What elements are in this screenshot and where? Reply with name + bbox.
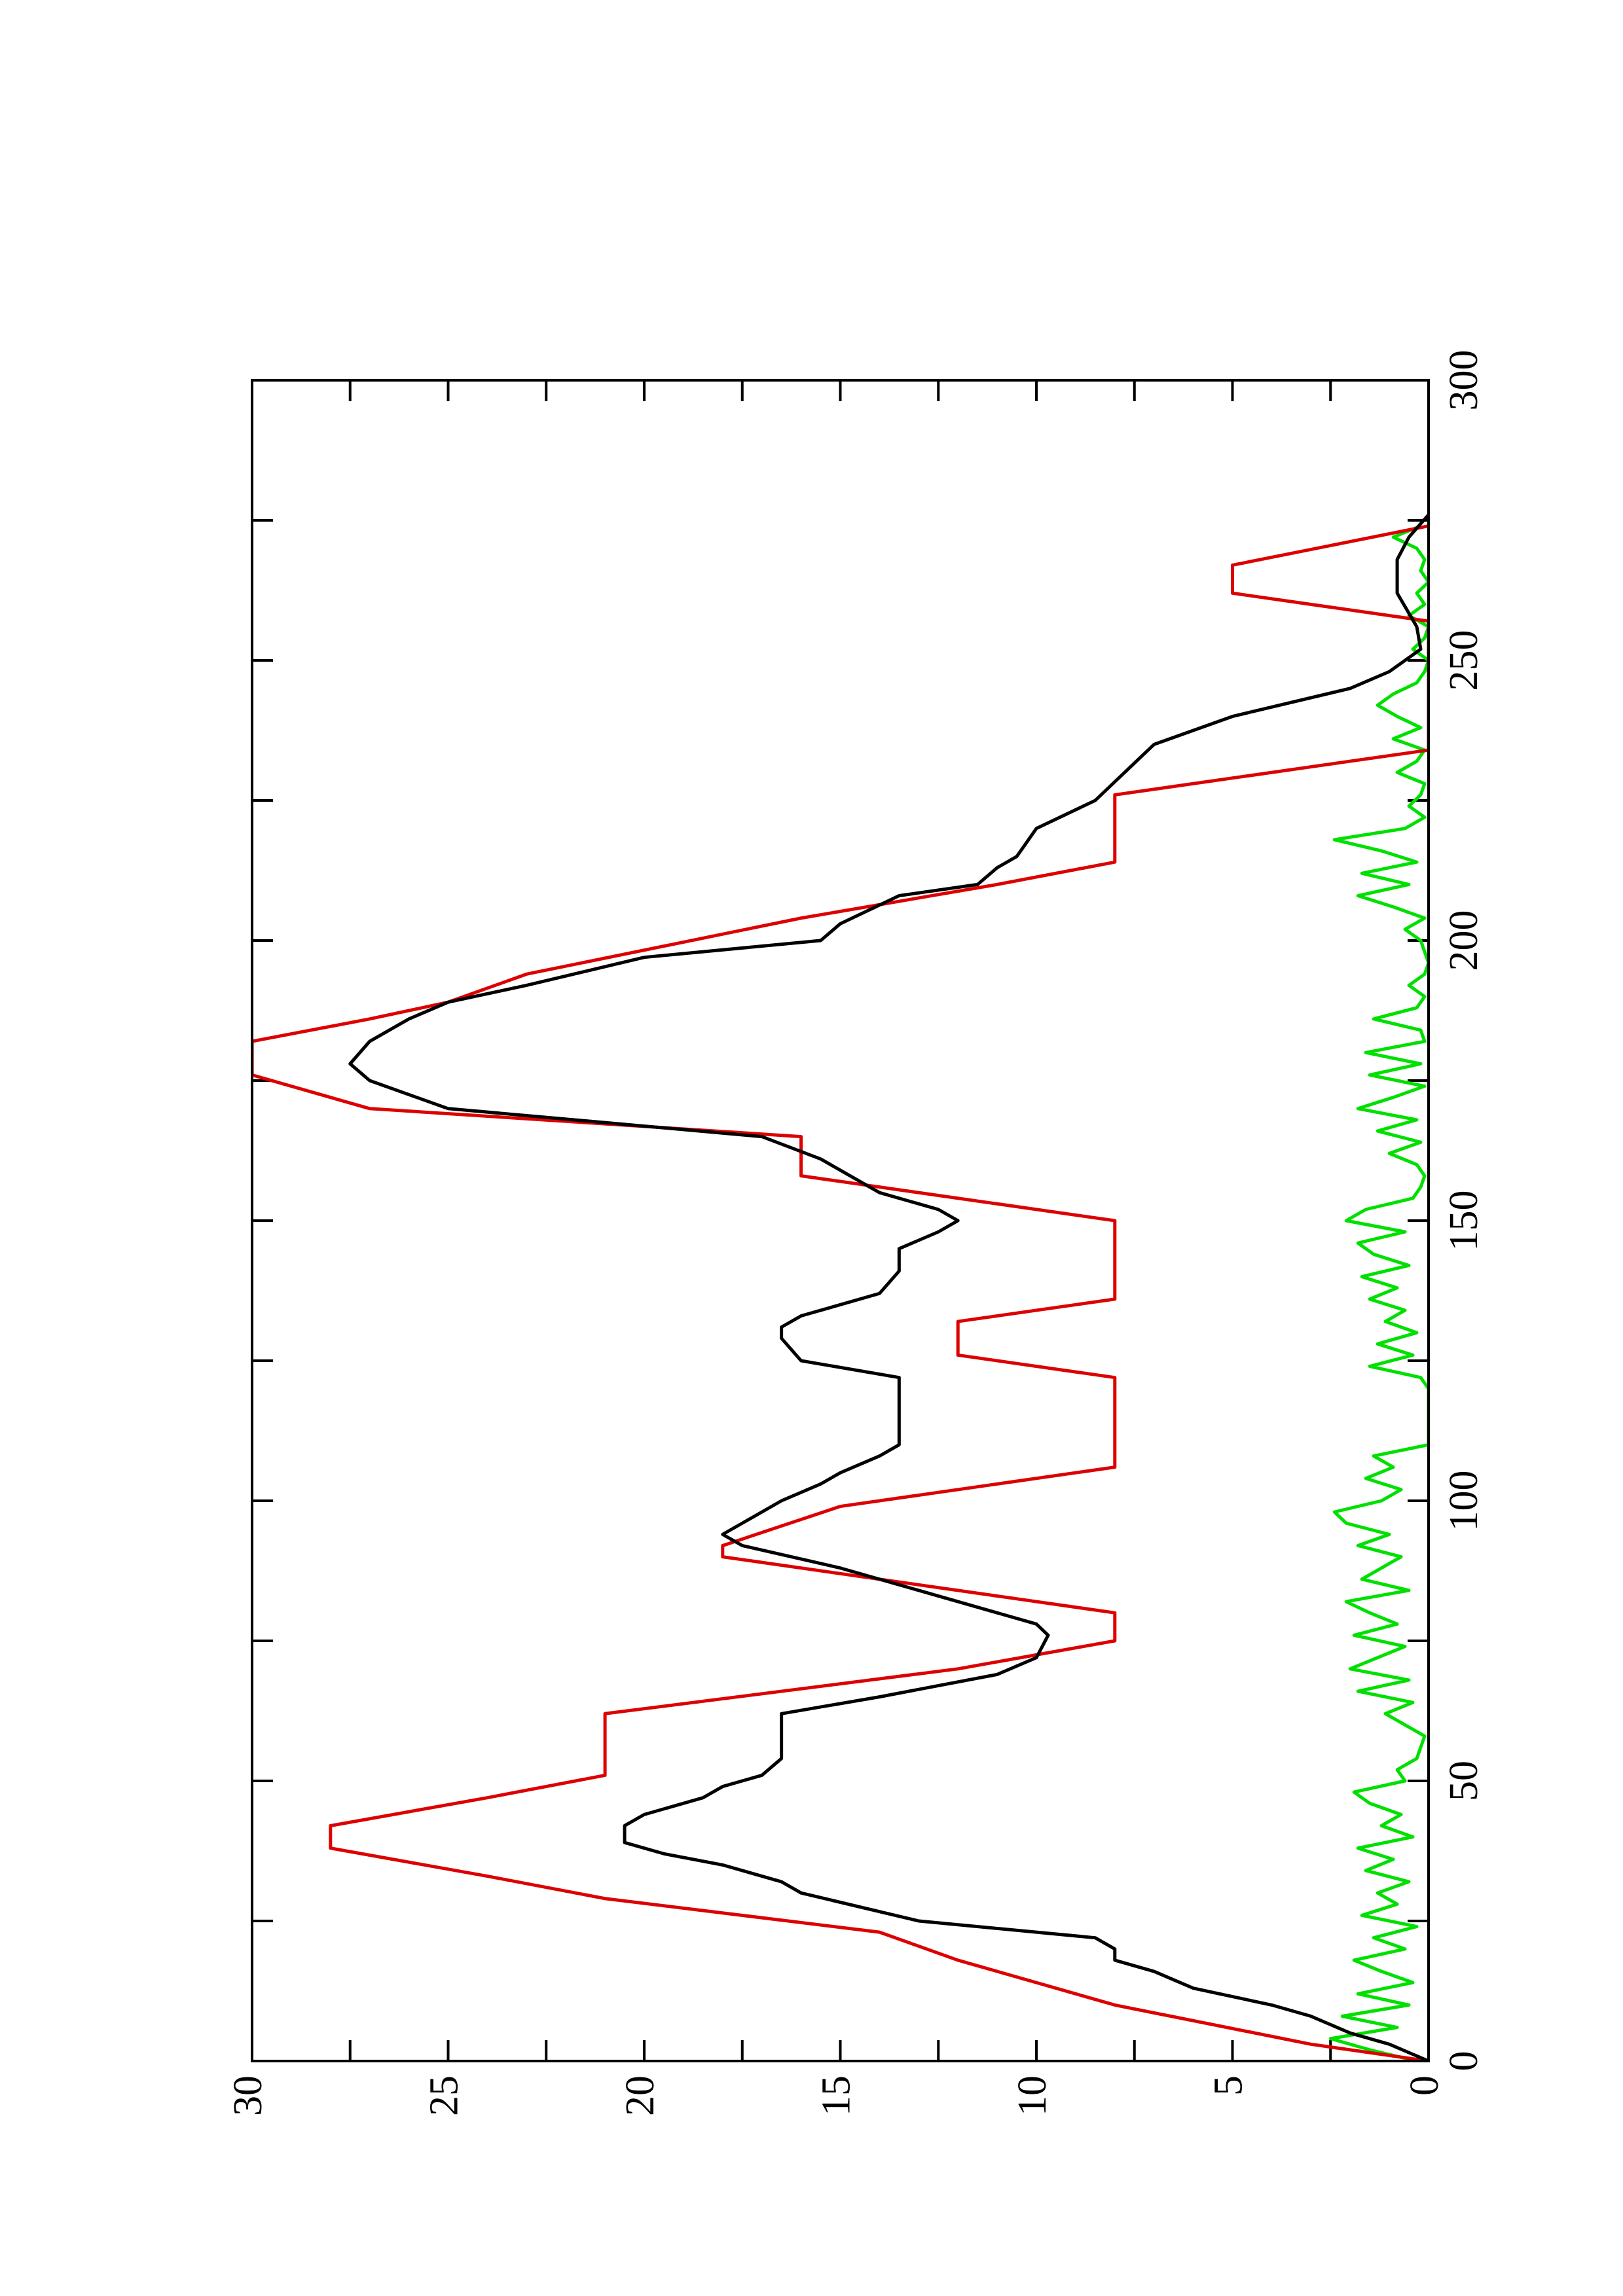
x-tick-label: 100 bbox=[1442, 1471, 1486, 1532]
plot-area bbox=[252, 513, 1429, 2061]
data-line bbox=[348, 513, 1429, 2061]
y-tick-label: 30 bbox=[226, 2075, 270, 2116]
y-tick-label: 10 bbox=[1010, 2075, 1055, 2116]
data-line bbox=[1328, 524, 1429, 2061]
x-tick-label: 0 bbox=[1442, 2051, 1486, 2072]
y-tick-label: 25 bbox=[422, 2075, 467, 2116]
data-line bbox=[252, 524, 1429, 2061]
y-tick-label: 20 bbox=[618, 2075, 663, 2116]
x-tick-label: 250 bbox=[1442, 630, 1486, 691]
y-tick-label: 5 bbox=[1207, 2075, 1251, 2096]
x-tick-label: 300 bbox=[1442, 350, 1486, 411]
x-tick-label: 50 bbox=[1442, 1761, 1486, 1801]
y-tick-label: 15 bbox=[814, 2075, 859, 2116]
y-tick-label: 0 bbox=[1402, 2075, 1447, 2096]
x-tick-label: 200 bbox=[1442, 910, 1486, 971]
x-tick-label: 150 bbox=[1442, 1191, 1486, 1251]
rotated-chart: 0 50 100 150 200 250 300 0 5 10 15 20 25 30 bbox=[226, 350, 1486, 2117]
plot-frame bbox=[251, 379, 1430, 2062]
